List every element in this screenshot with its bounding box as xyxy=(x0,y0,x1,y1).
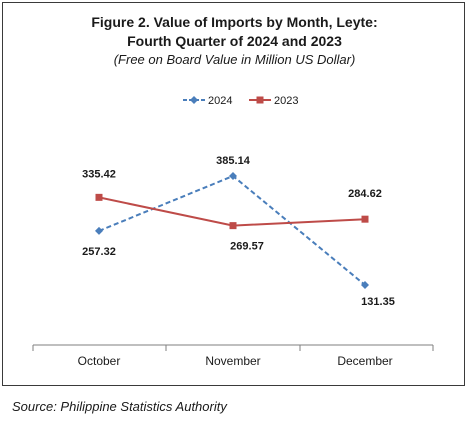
data-labels: 257.32 385.14 131.35 335.42 269.57 284.62 xyxy=(82,155,395,308)
data-point-2023 xyxy=(229,222,237,230)
data-label: 257.32 xyxy=(82,246,116,258)
x-tick-label: October xyxy=(78,354,121,368)
legend: 2024 2023 xyxy=(183,95,298,107)
data-point-2024 xyxy=(95,226,103,235)
chart-title: Figure 2. Value of Imports by Month, Ley… xyxy=(3,13,466,51)
chart-title-line2: Fourth Quarter of 2024 and 2023 xyxy=(127,33,342,49)
chart-title-line1: Figure 2. Value of Imports by Month, Ley… xyxy=(91,14,378,30)
legend-marker-2023 xyxy=(256,96,264,104)
data-point-2023 xyxy=(361,215,369,223)
source-note: Source: Philippine Statistics Authority xyxy=(12,399,227,414)
data-point-2023 xyxy=(95,193,103,201)
data-label: 284.62 xyxy=(348,188,382,200)
x-tick-label: December xyxy=(337,354,392,368)
data-label: 131.35 xyxy=(361,296,395,308)
legend-label: 2024 xyxy=(208,95,232,107)
series-line-2024 xyxy=(98,174,366,286)
legend-marker-2024 xyxy=(190,96,198,104)
chart-frame: Figure 2. Value of Imports by Month, Ley… xyxy=(2,2,465,386)
chart-subtitle: (Free on Board Value in Million US Dolla… xyxy=(113,52,356,67)
data-label: 385.14 xyxy=(216,155,251,167)
data-point-2024 xyxy=(229,172,237,180)
x-axis: October November December xyxy=(32,344,434,368)
series-lines xyxy=(95,172,369,289)
line-chart: 2024 2023 October November December 257.32 3… xyxy=(32,95,434,368)
data-label: 269.57 xyxy=(230,241,264,253)
x-tick-label: November xyxy=(205,354,260,368)
legend-label: 2023 xyxy=(274,95,298,107)
series-line-2023 xyxy=(98,196,366,227)
data-label: 335.42 xyxy=(82,168,116,180)
data-point-2024 xyxy=(361,281,369,289)
